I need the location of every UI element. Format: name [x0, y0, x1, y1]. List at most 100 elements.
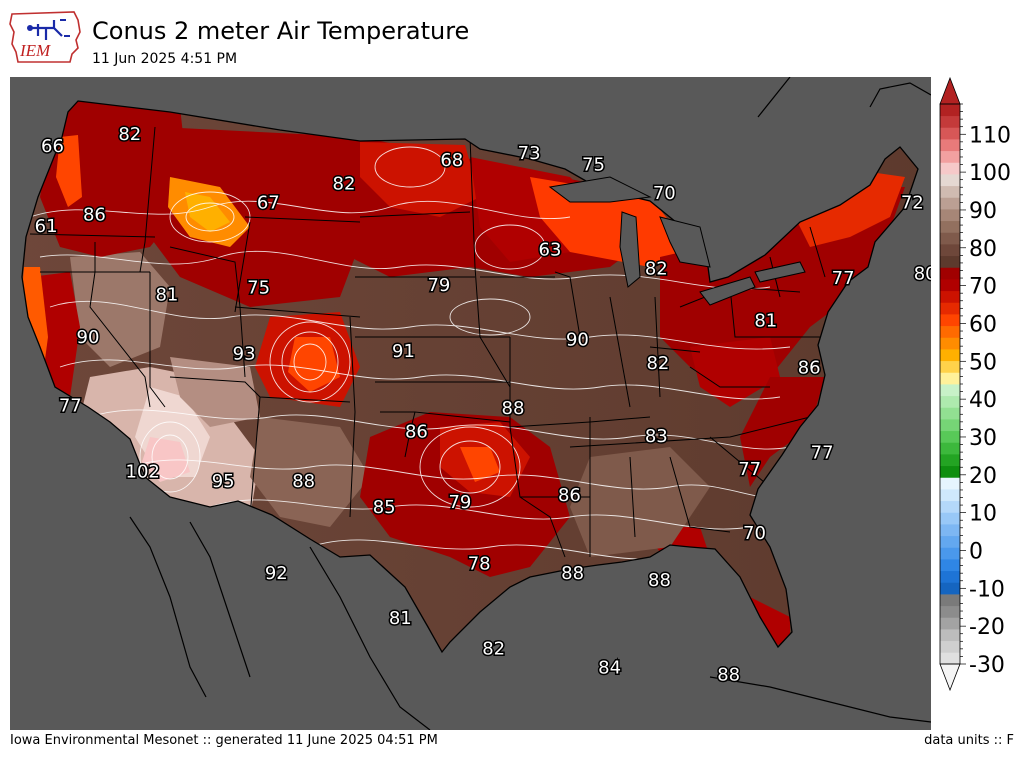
colorbar-extend-top [939, 76, 961, 105]
temperature-label: 82 [118, 124, 141, 145]
colorbar-band [940, 465, 960, 478]
temperature-label: 88 [292, 471, 315, 492]
temperature-label: 95 [212, 471, 235, 492]
temperature-label: 79 [427, 275, 450, 296]
temperature-label: 80 [914, 263, 931, 284]
colorbar-tick-label: 60 [969, 312, 997, 337]
colorbar-band [940, 570, 960, 583]
colorbar-band [940, 512, 960, 525]
temperature-label: 77 [811, 443, 834, 464]
colorbar-band [940, 337, 960, 350]
temperature-label: 84 [598, 657, 621, 678]
colorbar-band [940, 629, 960, 642]
colorbar-band [940, 302, 960, 315]
colorbar-band [940, 267, 960, 280]
temperature-label: 82 [482, 639, 505, 660]
temperature-label: 86 [405, 421, 428, 442]
logo-text: IEM [19, 41, 51, 60]
temperature-label: 73 [518, 143, 541, 164]
temperature-label: 88 [717, 665, 740, 686]
colorbar-tick-label: 80 [969, 237, 997, 262]
temperature-label: 102 [126, 462, 160, 483]
temperature-label: 93 [233, 344, 256, 365]
colorbar-band [940, 232, 960, 245]
temperature-label: 86 [798, 358, 821, 379]
colorbar-tick-label: -30 [969, 653, 1005, 678]
colorbar-tick-label: 90 [969, 199, 997, 224]
colorbar-tick-label: 40 [969, 388, 997, 413]
colorbar-band [940, 524, 960, 537]
colorbar-tick-label: 20 [969, 464, 997, 489]
colorbar-tick-label: -10 [969, 577, 1005, 602]
footer-credit: Iowa Environmental Mesonet :: generated … [10, 733, 438, 748]
colorbar-band [940, 115, 960, 128]
temperature-label: 82 [333, 174, 356, 195]
colorbar-band [940, 442, 960, 455]
temperature-label: 91 [392, 341, 415, 362]
temperature-label: 70 [743, 523, 766, 544]
colorbar-band [940, 582, 960, 595]
iem-logo: IEM [9, 11, 81, 63]
temperature-label: 83 [645, 426, 668, 447]
temperature-label: 88 [648, 570, 671, 591]
colorbar-band [940, 384, 960, 397]
colorbar-band [940, 314, 960, 327]
isotherm-contours [29, 146, 801, 560]
temperature-label: 82 [645, 259, 668, 280]
temperature-label: 78 [468, 554, 491, 575]
temperature-label: 92 [265, 563, 288, 584]
temperature-label: 66 [41, 136, 64, 157]
colorbar-band [940, 594, 960, 607]
temperature-label: 90 [566, 329, 589, 350]
state-borders [29, 126, 826, 558]
chart-title: Conus 2 meter Air Temperature [92, 17, 470, 45]
temperature-label: 70 [653, 183, 676, 204]
neighbor-coastlines [129, 77, 931, 730]
temperature-label: 75 [582, 155, 605, 176]
temperature-label: 63 [539, 240, 562, 261]
colorbar-band [940, 652, 960, 665]
colorbar-bands [939, 76, 961, 692]
colorbar-band [940, 605, 960, 618]
colorbar-tick-label: 110 [969, 123, 1011, 148]
colorbar-tick-label: 50 [969, 350, 997, 375]
colorbar-band [940, 454, 960, 467]
temperature-label: 77 [832, 268, 855, 289]
colorbar-band [940, 360, 960, 373]
footer-units: data units :: F [924, 733, 1014, 748]
great-lakes [548, 176, 806, 306]
colorbar-extend-bottom [939, 663, 961, 692]
colorbar-band [940, 197, 960, 210]
temperature-label: 81 [754, 311, 777, 332]
temperature-label: 67 [257, 193, 280, 214]
colorbar-band [940, 559, 960, 572]
colorbar-band [940, 139, 960, 152]
colorbar-band [940, 547, 960, 560]
temperature-label: 90 [77, 327, 100, 348]
colorbar-tick-label: 100 [969, 161, 1011, 186]
temperature-label: 88 [502, 398, 525, 419]
colorbar-band [940, 407, 960, 420]
temperature-label: 81 [155, 285, 178, 306]
temperature-label: 72 [901, 193, 924, 214]
colorbar-band [940, 372, 960, 385]
temperature-labels: 66 82 61 86 67 82 68 73 75 70 72 80 77 63 81 75 79 82 90 93… [33, 123, 931, 688]
colorbar-band [940, 220, 960, 233]
colorbar-band [940, 244, 960, 257]
temperature-label: 75 [247, 277, 270, 298]
temperature-label: 77 [738, 459, 761, 480]
colorbar-band [940, 325, 960, 338]
temperature-label: 82 [646, 353, 669, 374]
colorbar-band [940, 279, 960, 292]
colorbar-tick-label: 30 [969, 426, 997, 451]
temperature-label: 68 [440, 150, 463, 171]
temperature-label: 77 [59, 395, 82, 416]
temperature-map: 66 82 61 86 67 82 68 73 75 70 72 80 77 63 81 75 79 82 90 93… [10, 77, 931, 730]
colorbar-band [940, 489, 960, 502]
colorbar-band [940, 535, 960, 548]
temperature-label: 88 [561, 563, 584, 584]
colorbar-band [940, 500, 960, 513]
colorbar-band [940, 640, 960, 653]
colorbar-band [940, 185, 960, 198]
